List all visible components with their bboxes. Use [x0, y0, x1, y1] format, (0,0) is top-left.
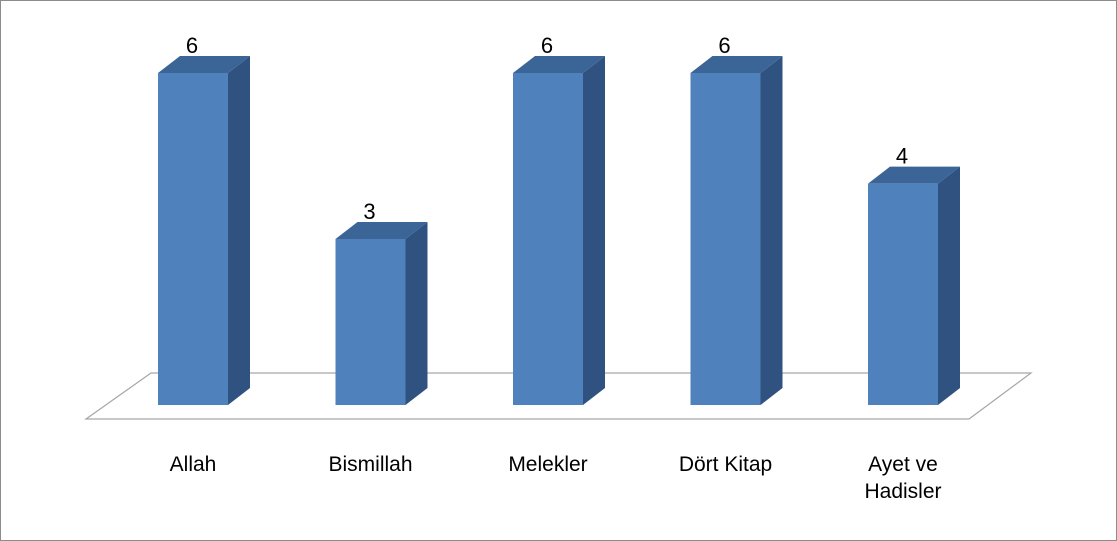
bar-top: [158, 56, 250, 73]
data-label-melekler: 6: [541, 33, 553, 58]
bar-bismillah: [335, 222, 428, 405]
data-label-ayet-ve-hadisler: 4: [896, 144, 908, 169]
bar-side: [583, 56, 605, 405]
data-label-d-rt-kitap: 6: [718, 33, 730, 58]
bar-ayet-ve-hadisler: [868, 166, 960, 405]
bar-front: [335, 239, 406, 405]
bar-top: [335, 222, 428, 239]
bar-front: [513, 73, 583, 405]
tick-label-d-rt-kitap: Dört Kitap: [679, 453, 772, 476]
data-label-bismillah: 3: [363, 199, 375, 224]
labels-group: 6 Allah 3 Bismillah 6 Melekler 6 Dört Kitap 4 Aye…: [170, 33, 942, 503]
bar-melekler: [513, 56, 605, 405]
bar-side: [228, 56, 250, 405]
bar-side: [760, 56, 783, 405]
bars-group: [158, 56, 960, 405]
tick-label-melekler: Melekler: [508, 453, 587, 476]
bar-top: [513, 56, 605, 73]
bar-front: [868, 183, 938, 405]
tick-label-bismillah: Bismillah: [328, 453, 412, 476]
bar-top: [868, 166, 960, 184]
bar-side: [405, 222, 428, 405]
bar-front: [690, 73, 761, 405]
tick-label-ayet-ve-hadisler: Ayet ve Hadisler: [864, 453, 941, 503]
bar-front: [158, 73, 228, 405]
tick-label-allah: Allah: [170, 453, 217, 476]
bar-top: [690, 56, 783, 73]
bar-side: [938, 166, 960, 405]
bar-d-rt-kitap: [690, 56, 783, 405]
bar-allah: [158, 56, 250, 405]
data-label-allah: 6: [186, 33, 198, 58]
